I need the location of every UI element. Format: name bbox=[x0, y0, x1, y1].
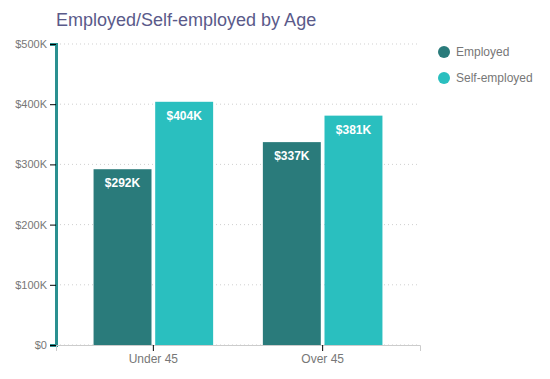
y-tick-mark bbox=[50, 104, 56, 105]
y-tick-label: $400K bbox=[15, 98, 47, 110]
data-label: $292K bbox=[105, 176, 141, 190]
y-tick-mark bbox=[50, 285, 56, 286]
x-tick-label: Under 45 bbox=[129, 352, 179, 366]
x-axis-line bbox=[57, 346, 421, 352]
grid-line bbox=[56, 104, 420, 105]
legend-item: Employed bbox=[438, 45, 509, 59]
legend-swatch bbox=[438, 46, 450, 58]
bars bbox=[94, 102, 383, 345]
bar bbox=[263, 142, 321, 345]
x-tick: Over 45 bbox=[301, 345, 344, 366]
legend-label: Self-employed bbox=[456, 71, 533, 85]
bar bbox=[155, 102, 213, 345]
y-tick: $300K bbox=[15, 158, 56, 170]
x-tick-label: Over 45 bbox=[301, 352, 344, 366]
title: Employed/Self-employed by Age bbox=[56, 10, 316, 30]
y-axis: $0 $100K $200K $300K $400K $500K bbox=[15, 38, 56, 351]
data-label: $381K bbox=[336, 123, 372, 137]
y-axis-line bbox=[50, 45, 57, 346]
series bbox=[155, 102, 382, 345]
legend-swatch bbox=[438, 72, 450, 84]
y-tick-label: $500K bbox=[15, 38, 47, 50]
plot: $292K $337K $404K $381K $0 $100K $200K $300K $40… bbox=[15, 38, 420, 366]
y-tick: $0 bbox=[35, 339, 56, 351]
grid-line bbox=[56, 44, 420, 45]
y-tick-label: $0 bbox=[35, 339, 47, 351]
chart: $292K $337K $404K $381K $0 $100K $200K $300K $40… bbox=[0, 0, 550, 379]
grid bbox=[56, 44, 420, 345]
y-tick-label: $200K bbox=[15, 219, 47, 231]
legend-item: Self-employed bbox=[438, 71, 533, 85]
data-label: $404K bbox=[166, 109, 202, 123]
y-tick: $500K bbox=[15, 38, 56, 50]
data-labels: $292K $337K $404K $381K bbox=[105, 109, 372, 190]
data-label: $337K bbox=[274, 149, 310, 163]
y-tick-label: $100K bbox=[15, 279, 47, 291]
x-tick: Under 45 bbox=[129, 345, 179, 366]
y-tick-mark bbox=[50, 225, 56, 226]
y-tick-mark bbox=[50, 345, 56, 346]
bar bbox=[325, 116, 383, 345]
y-tick: $100K bbox=[15, 279, 56, 291]
y-tick: $200K bbox=[15, 219, 56, 231]
x-tick-mark bbox=[153, 345, 154, 351]
legend: Employed Self-employed bbox=[438, 45, 533, 85]
legend-label: Employed bbox=[456, 45, 509, 59]
y-tick-label: $300K bbox=[15, 158, 47, 170]
x-axis: Under 45 Over 45 bbox=[57, 345, 421, 366]
y-tick: $400K bbox=[15, 98, 56, 110]
x-tick-mark bbox=[322, 345, 323, 351]
bar bbox=[94, 169, 152, 345]
y-tick-mark bbox=[50, 44, 56, 45]
y-tick-mark bbox=[50, 164, 56, 165]
